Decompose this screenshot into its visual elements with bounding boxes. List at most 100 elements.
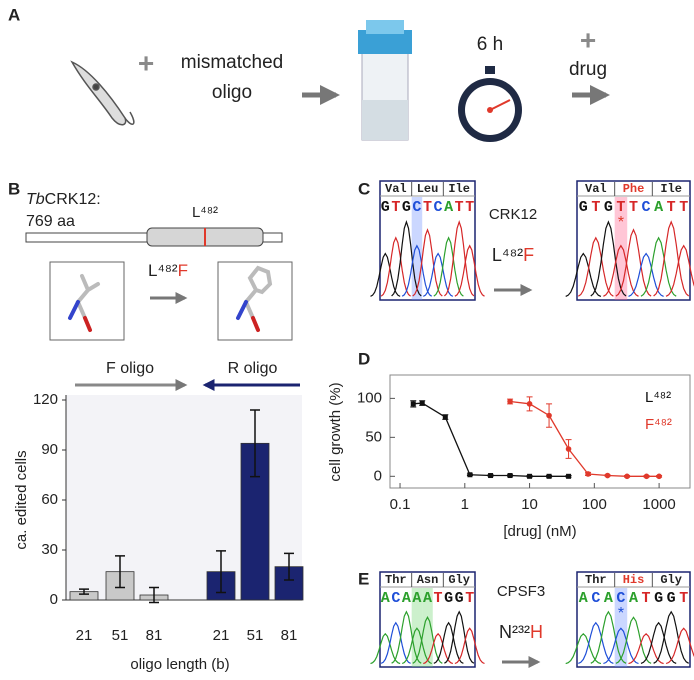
base: G [604, 199, 613, 216]
panel-label: A [8, 5, 20, 24]
legend-label: L⁴⁸² [645, 389, 671, 406]
trace-peak [578, 621, 614, 664]
mutation-from: N²³² [499, 622, 530, 642]
trace-peak [454, 244, 485, 297]
gene-label: CRK12 [489, 206, 537, 223]
point [527, 473, 533, 479]
trace-peak [443, 219, 475, 297]
point [507, 398, 513, 405]
mutation-from: L⁴⁸² [148, 261, 178, 280]
error-bar [115, 555, 125, 589]
structure-box [49, 261, 125, 341]
trace-peak [665, 627, 694, 665]
base: G [579, 199, 588, 216]
base: T [679, 590, 688, 607]
drug-label: drug [569, 59, 607, 80]
codon: Thr [585, 573, 607, 587]
trace-peak [640, 621, 677, 664]
trace-peak [444, 610, 475, 664]
time-label: 6 h [477, 34, 503, 55]
codon: Ile [660, 182, 682, 196]
mutation-to: F [178, 261, 188, 280]
base: T [642, 590, 651, 607]
base: T [455, 199, 464, 216]
chromatogram-box [379, 571, 476, 668]
base: T [629, 199, 638, 216]
x-tick-label: 1000 [642, 496, 675, 513]
chromatogram-box [379, 180, 476, 301]
panel-label: D [358, 349, 370, 368]
error-bar [79, 588, 89, 595]
x-axis-label: [drug] (nM) [503, 523, 576, 540]
point [604, 472, 611, 479]
x-tick-label: 51 [247, 627, 264, 644]
trace-peak [380, 236, 411, 297]
point [585, 471, 591, 477]
trace-peak [653, 220, 690, 297]
error-bar [216, 550, 226, 594]
oligo-text: mismatched [181, 52, 283, 73]
plus: + [138, 47, 154, 78]
mutation-label: L⁴⁸²F [148, 261, 188, 280]
base: C [434, 199, 443, 216]
base: C [642, 199, 651, 216]
legend-label: R oligo [228, 360, 278, 377]
trace-peak [380, 621, 411, 664]
species: Tb [26, 191, 45, 208]
mutation-to: H [530, 622, 543, 642]
base: C [391, 590, 400, 607]
error-bar [284, 552, 294, 581]
stopwatch-icon [458, 66, 522, 142]
base: G [654, 590, 663, 607]
mutation-marker: * [618, 605, 624, 622]
highlight [422, 588, 433, 667]
error-bar [149, 586, 159, 604]
base: T [591, 199, 600, 216]
trace-peak [640, 236, 677, 297]
y-tick-label: 90 [41, 441, 58, 458]
base: T [667, 199, 676, 216]
trace-peak [603, 627, 639, 665]
base: T [434, 590, 443, 607]
base: G [667, 590, 676, 607]
trace-peak [433, 621, 464, 664]
base: C [412, 199, 421, 216]
trace-peak [665, 244, 694, 297]
x-tick-label: 21 [76, 627, 93, 644]
trace-peak [412, 616, 443, 664]
base: A [412, 590, 421, 607]
cuvette-icon [358, 20, 412, 141]
y-tick-label: 60 [41, 491, 58, 508]
parasite-icon [70, 60, 135, 126]
plus: + [580, 24, 596, 55]
point [488, 473, 494, 479]
codon: Gly [448, 573, 470, 587]
trace-peak [401, 244, 433, 297]
base: C [591, 590, 600, 607]
base: C [616, 590, 625, 607]
x-tick-label: 10 [521, 496, 538, 513]
base: A [402, 590, 411, 607]
oligo-text: oligo [212, 82, 252, 103]
panel-label: C [358, 179, 370, 198]
chromatogram-box [576, 180, 691, 301]
mutation-label: L⁴⁸²F [492, 245, 534, 265]
x-tick-label: 1 [461, 496, 469, 513]
x-tick-label: 100 [582, 496, 607, 513]
trace-peak [454, 627, 485, 665]
base: G [402, 199, 411, 216]
gene-label: CPSF3 [497, 583, 545, 600]
trace-peak [401, 627, 432, 665]
point [546, 473, 552, 479]
codon: Gly [660, 573, 682, 587]
codon: Thr [385, 573, 407, 587]
codon: Ile [448, 182, 470, 196]
y-tick-label: 50 [365, 428, 382, 445]
base: A [604, 590, 613, 607]
protein-length: 769 aa [26, 213, 75, 230]
codon: Leu [417, 182, 439, 196]
point [565, 446, 572, 452]
point [419, 400, 425, 406]
y-tick-label: 120 [33, 391, 58, 408]
